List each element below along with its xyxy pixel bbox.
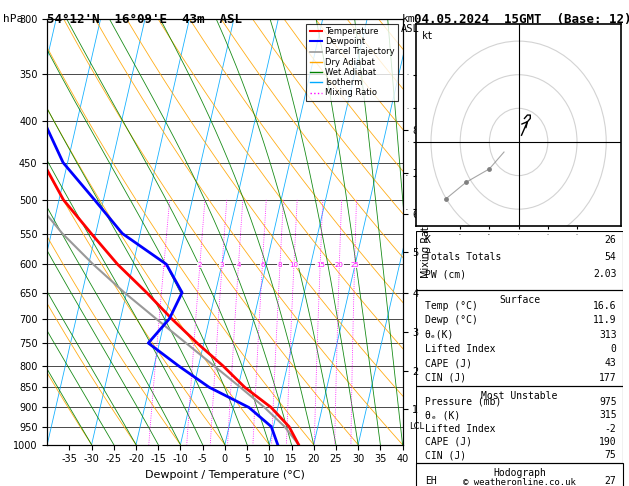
Bar bbox=[416, 290, 623, 386]
Point bbox=[461, 178, 471, 186]
Text: 6: 6 bbox=[260, 262, 265, 268]
Text: 54: 54 bbox=[604, 252, 616, 262]
Text: θₑ (K): θₑ (K) bbox=[425, 410, 460, 420]
X-axis label: Dewpoint / Temperature (°C): Dewpoint / Temperature (°C) bbox=[145, 470, 305, 480]
Text: 16.6: 16.6 bbox=[593, 301, 616, 311]
Text: 11.9: 11.9 bbox=[593, 315, 616, 326]
Text: Dewp (°C): Dewp (°C) bbox=[425, 315, 477, 326]
Text: 315: 315 bbox=[599, 410, 616, 420]
Text: 26: 26 bbox=[604, 235, 616, 245]
Text: CIN (J): CIN (J) bbox=[425, 373, 466, 382]
Text: 04.05.2024  15GMT  (Base: 12): 04.05.2024 15GMT (Base: 12) bbox=[414, 13, 629, 26]
Text: 27: 27 bbox=[604, 476, 616, 486]
Text: CAPE (J): CAPE (J) bbox=[425, 437, 472, 447]
Text: θₑ(K): θₑ(K) bbox=[425, 330, 454, 340]
Text: -2: -2 bbox=[604, 423, 616, 434]
Bar bbox=[416, 463, 623, 486]
Text: 25: 25 bbox=[350, 262, 359, 268]
Text: 75: 75 bbox=[604, 451, 616, 460]
Point bbox=[440, 195, 450, 203]
Text: Temp (°C): Temp (°C) bbox=[425, 301, 477, 311]
Text: Lifted Index: Lifted Index bbox=[425, 344, 495, 354]
Text: hPa: hPa bbox=[3, 14, 23, 24]
Bar bbox=[416, 231, 623, 290]
Text: 54°12'N  16°09'E  43m  ASL: 54°12'N 16°09'E 43m ASL bbox=[47, 13, 242, 26]
Text: Totals Totals: Totals Totals bbox=[425, 252, 501, 262]
Text: 8: 8 bbox=[278, 262, 282, 268]
Text: 3: 3 bbox=[220, 262, 225, 268]
Text: Lifted Index: Lifted Index bbox=[425, 423, 495, 434]
Text: km: km bbox=[401, 14, 415, 24]
Point bbox=[484, 165, 494, 173]
Text: ASL: ASL bbox=[401, 24, 420, 35]
Text: 10: 10 bbox=[289, 262, 298, 268]
Text: Surface: Surface bbox=[499, 295, 540, 305]
Text: 177: 177 bbox=[599, 373, 616, 382]
Text: 190: 190 bbox=[599, 437, 616, 447]
Text: 2.03: 2.03 bbox=[593, 269, 616, 279]
Text: 4: 4 bbox=[237, 262, 241, 268]
Text: Most Unstable: Most Unstable bbox=[481, 391, 558, 401]
Text: 20: 20 bbox=[335, 262, 344, 268]
Text: 0: 0 bbox=[611, 344, 616, 354]
Text: CIN (J): CIN (J) bbox=[425, 451, 466, 460]
Text: Hodograph: Hodograph bbox=[493, 468, 546, 478]
Text: 2: 2 bbox=[198, 262, 202, 268]
Text: kt: kt bbox=[422, 31, 434, 41]
Text: LCL: LCL bbox=[409, 422, 425, 431]
Text: Pressure (mb): Pressure (mb) bbox=[425, 397, 501, 407]
Text: 1: 1 bbox=[162, 262, 166, 268]
Text: CAPE (J): CAPE (J) bbox=[425, 358, 472, 368]
Text: 43: 43 bbox=[604, 358, 616, 368]
Legend: Temperature, Dewpoint, Parcel Trajectory, Dry Adiabat, Wet Adiabat, Isotherm, Mi: Temperature, Dewpoint, Parcel Trajectory… bbox=[306, 24, 398, 101]
Text: 313: 313 bbox=[599, 330, 616, 340]
Text: 15: 15 bbox=[316, 262, 325, 268]
Bar bbox=[416, 386, 623, 463]
Text: PW (cm): PW (cm) bbox=[425, 269, 466, 279]
Y-axis label: Mixing Ratio (g/kg): Mixing Ratio (g/kg) bbox=[421, 186, 431, 278]
Text: K: K bbox=[425, 235, 430, 245]
Text: © weatheronline.co.uk: © weatheronline.co.uk bbox=[463, 478, 576, 486]
Text: EH: EH bbox=[425, 476, 437, 486]
Text: 975: 975 bbox=[599, 397, 616, 407]
